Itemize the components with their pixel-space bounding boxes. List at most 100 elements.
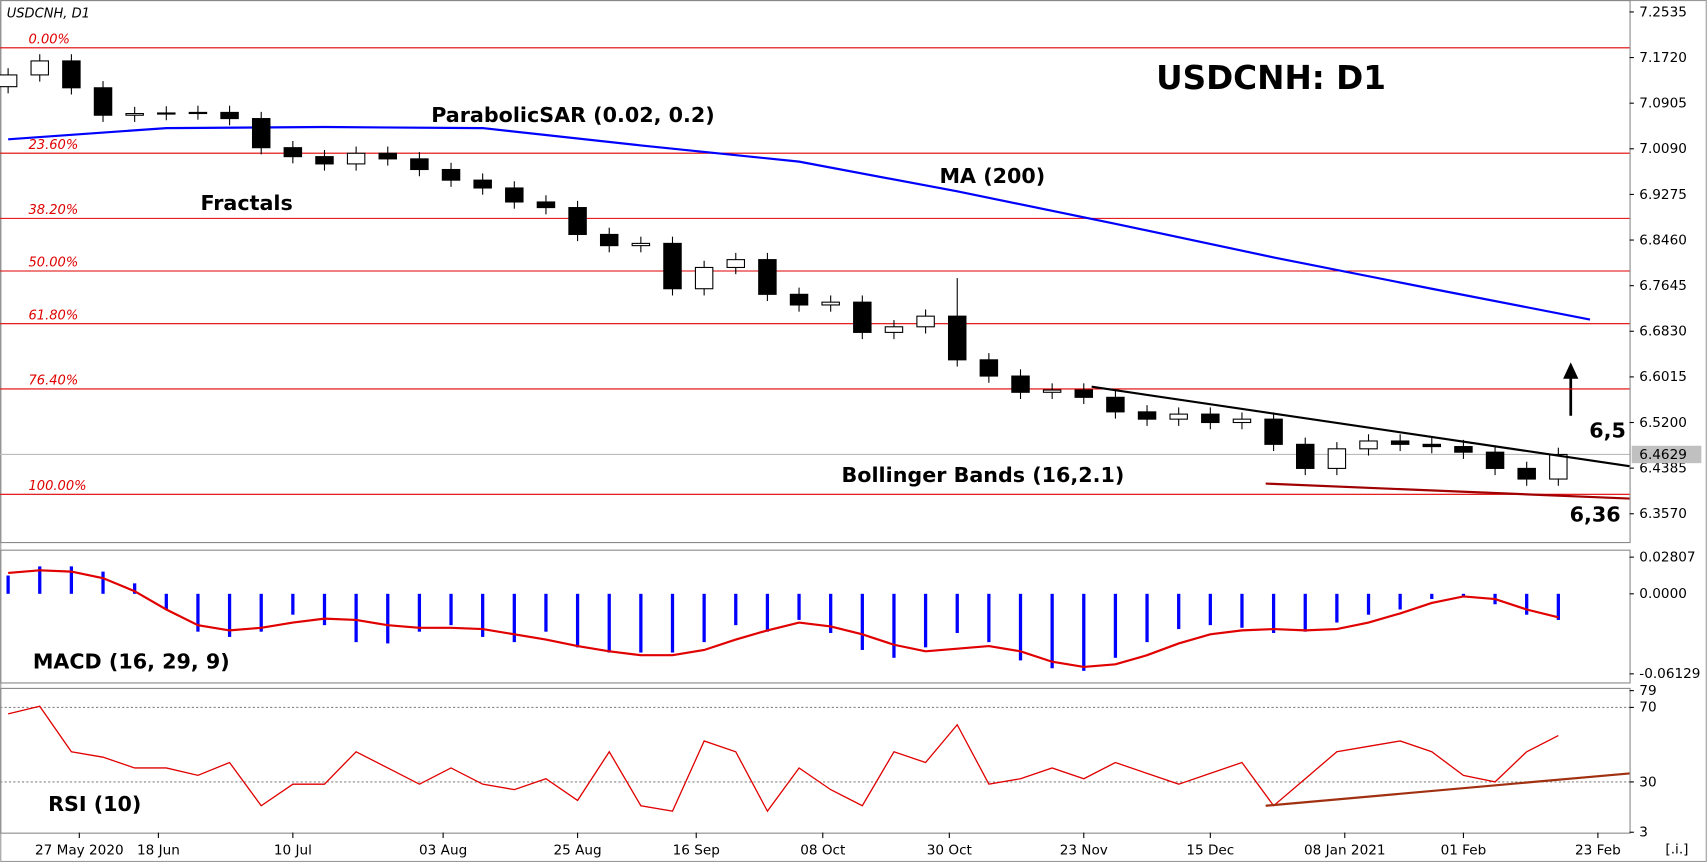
candle-body (1264, 418, 1283, 445)
fib-label: 23.60% (29, 138, 79, 153)
macd-bar (1366, 593, 1371, 615)
macd-bar (1525, 593, 1529, 615)
x-tick-label: 30 Oct (927, 842, 972, 858)
candle-body (1201, 413, 1220, 424)
macd-bar (860, 593, 864, 650)
y-tick-label: 6.8460 (1639, 232, 1687, 248)
y-tick-label: 79 (1639, 683, 1656, 699)
x-tick-label: 01 Feb (1441, 842, 1487, 858)
candle-body (157, 112, 176, 115)
symbol-label: USDCNH, D1 (7, 6, 90, 21)
macd-bar (1240, 593, 1244, 628)
candle-body (1169, 413, 1188, 420)
macd-bar (1113, 593, 1118, 658)
macd-bar (1556, 593, 1560, 620)
macd-bar (1461, 593, 1466, 597)
fib-label: 50.00% (29, 256, 79, 271)
y-tick-label: 70 (1639, 700, 1656, 716)
candle-body (1106, 396, 1125, 413)
candle-body (916, 315, 935, 328)
candle-body (1359, 440, 1378, 450)
candle-body (251, 118, 271, 149)
macd-bar (101, 571, 105, 594)
candle-body (93, 87, 113, 116)
macd-bar (1430, 593, 1434, 600)
macd-bar (196, 593, 200, 632)
y-tick-label: 0.02807 (1639, 550, 1695, 566)
macd-bar (1335, 593, 1339, 623)
chart-title: USDCNH: D1 (1156, 59, 1386, 97)
macd-bar (69, 566, 74, 594)
macd-bar (702, 593, 706, 643)
macd-bar (164, 593, 168, 610)
macd-bar (417, 593, 422, 632)
y-tick-label: 6.5200 (1639, 415, 1687, 431)
candle-body (125, 112, 144, 116)
candle-body (378, 152, 398, 160)
candle-body (62, 60, 81, 89)
macd-bar (829, 593, 833, 633)
candle-body (1390, 440, 1410, 445)
macd-bar (734, 593, 738, 626)
trend-line (1091, 385, 1630, 468)
candle-body (1327, 448, 1347, 469)
y-tick-label: 6.4385 (1639, 460, 1687, 476)
candle-body (220, 111, 239, 120)
main-panel (0, 0, 1631, 544)
candle-body (1137, 411, 1157, 420)
macd-bar (575, 593, 580, 648)
macd-bar (1208, 593, 1212, 626)
candle-body (315, 156, 334, 165)
macd-bar (1145, 593, 1149, 643)
fib-label: 0.00% (29, 32, 70, 47)
fib-label: 61.80% (29, 308, 79, 323)
y-tick-label: 7.2535 (1639, 4, 1687, 20)
macd-bar (354, 593, 358, 643)
y-tick-label: -0.06129 (1639, 666, 1700, 682)
candle-body (1011, 375, 1030, 393)
annotation: Bollinger Bands (16,2.1) (842, 463, 1125, 487)
rsi-line (7, 705, 1559, 813)
candle-body (568, 207, 587, 235)
x-tick-label: 15 Dec (1186, 842, 1234, 858)
fib-label: 38.20% (29, 203, 79, 218)
x-tick-label: 16 Sep (673, 842, 720, 858)
macd-bar (923, 593, 928, 648)
candle-body (188, 111, 208, 115)
macd-bar (1398, 593, 1402, 610)
macd-bar (955, 593, 959, 633)
signal-line (8, 569, 1559, 669)
candle-body (789, 293, 809, 306)
candle-body (979, 359, 999, 377)
candle-body (441, 168, 461, 181)
macd-bar (1271, 593, 1276, 633)
annotation: Fractals (200, 191, 292, 215)
x-tick-label: 23 Nov (1060, 842, 1108, 858)
candle-body (536, 201, 556, 209)
macd-bar (892, 593, 896, 658)
macd-bar (133, 583, 137, 594)
candle-body (694, 266, 714, 290)
rsi-panel (0, 687, 1631, 834)
fib-label: 100.00% (29, 479, 87, 494)
y-tick-label: 7.1720 (1639, 50, 1687, 66)
ma-label: MA (200) (939, 164, 1045, 188)
macd-bar (38, 566, 42, 594)
macd-bar (1303, 593, 1307, 632)
macd-bar (259, 593, 263, 632)
annotation: 6,5 (1589, 419, 1626, 443)
candle-body (1454, 446, 1473, 453)
candle-body (821, 301, 840, 306)
candle-body (505, 187, 524, 203)
macd-bar (1018, 593, 1023, 661)
macd-bar (797, 593, 801, 620)
y-tick-label: 6.6015 (1639, 369, 1687, 385)
macd-bar (987, 593, 991, 643)
candle-body (853, 301, 872, 333)
x-tick-label: 23 Feb (1575, 842, 1621, 858)
y-tick-label: 6.9275 (1639, 187, 1687, 203)
candle-body (30, 60, 49, 76)
macd-bar (1050, 593, 1054, 669)
